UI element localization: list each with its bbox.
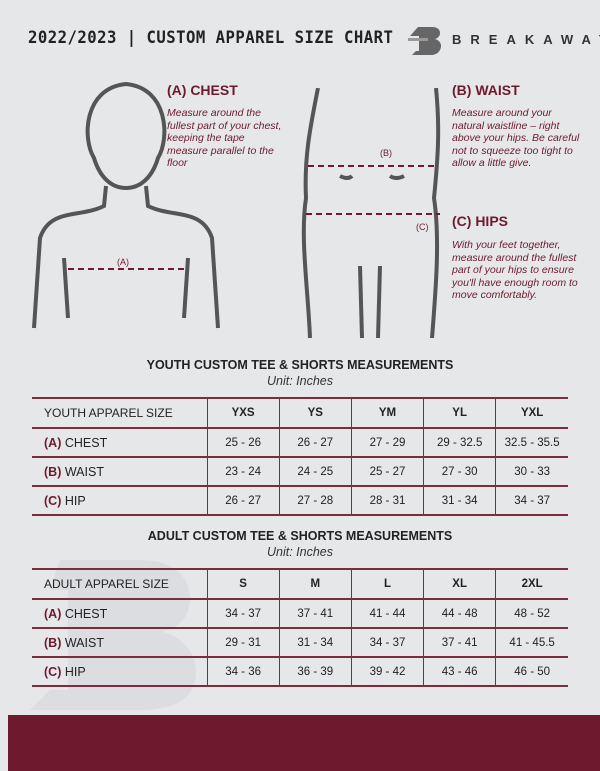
page-title: 2022/2023 | CUSTOM APPAREL SIZE CHART [28,28,394,48]
table-cell: 48 - 52 [495,599,568,629]
size-column-header: L [350,568,424,600]
table-cell: 32.5 - 35.5 [495,428,568,458]
chest-figure [32,81,220,329]
size-column-header: YS [278,397,352,429]
row-label: (B) WAIST [32,628,207,658]
row-name: WAIST [64,635,104,650]
table-cell: 36 - 39 [278,657,352,687]
table-cell: 44 - 48 [423,599,496,629]
size-column-header: M [278,568,352,600]
hips-heading: (C) HIPS [452,213,508,229]
size-header: ADULT APPAREL SIZE [32,568,207,600]
table-cell: 26 - 27 [278,428,352,458]
waist-heading: (B) WAIST [452,82,520,98]
table-cell: 41 - 45.5 [495,628,568,658]
footer-band [8,715,600,771]
row-name: HIP [64,493,86,508]
youth-size-table: YOUTH APPAREL SIZE YXS YS YM YL YXL (A) CHEST 2… [32,397,568,516]
chest-instructions: Measure around the fullest part of your … [167,107,282,169]
table-cell: 43 - 46 [423,657,496,687]
table-cell: 34 - 37 [206,599,280,629]
brand-name: BREAKAWAY [452,32,600,47]
table-cell: 31 - 34 [278,628,352,658]
youth-unit: Unit: Inches [266,374,333,388]
chest-heading: (A) CHEST [167,82,238,98]
table-cell: 26 - 27 [206,486,280,516]
table-cell: 23 - 24 [206,457,280,487]
table-row: (B) WAIST 29 - 31 31 - 34 34 - 37 37 - 41 41 … [32,628,568,658]
hips-instructions: With your feet together, measure around … [452,239,578,301]
row-label: (C) HIP [32,657,207,687]
table-cell: 37 - 41 [423,628,496,658]
waist-marker: (B) [380,148,392,158]
table-cell: 25 - 27 [350,457,424,487]
table-row: (C) HIP 26 - 27 27 - 28 28 - 31 31 - 34 34 - … [32,486,568,516]
youth-table-title: YOUTH CUSTOM TEE & SHORTS MEASUREMENTS [146,358,454,372]
table-row: (A) CHEST 25 - 26 26 - 27 27 - 29 29 - 32.5 3… [32,428,568,458]
size-column-header: S [206,568,280,600]
size-column-header: YXS [206,397,280,429]
table-cell: 46 - 50 [495,657,568,687]
table-cell: 28 - 31 [350,486,424,516]
table-row: (A) CHEST 34 - 37 37 - 41 41 - 44 44 - 48 48 … [32,599,568,629]
table-cell: 29 - 32.5 [423,428,496,458]
row-label: (C) HIP [32,486,207,516]
table-cell: 24 - 25 [278,457,352,487]
table-cell: 29 - 31 [206,628,280,658]
adult-table-title: ADULT CUSTOM TEE & SHORTS MEASUREMENTS [147,529,453,543]
table-cell: 27 - 29 [350,428,424,458]
table-cell: 27 - 30 [423,457,496,487]
row-code: (B) [44,635,62,650]
row-name: HIP [64,664,86,679]
row-label: (A) CHEST [32,599,207,629]
table-cell: 39 - 42 [350,657,424,687]
table-header-row: YOUTH APPAREL SIZE YXS YS YM YL YXL [32,397,568,429]
row-code: (C) [44,664,62,679]
size-header: YOUTH APPAREL SIZE [32,397,207,429]
row-code: (B) [44,464,62,479]
waist-hips-figure [301,88,441,338]
table-cell: 27 - 28 [278,486,352,516]
table-cell: 31 - 34 [423,486,496,516]
row-name: CHEST [64,435,108,450]
row-name: WAIST [64,464,104,479]
breakaway-logo-icon [408,27,441,55]
table-cell: 37 - 41 [278,599,352,629]
table-cell: 34 - 36 [206,657,280,687]
table-row: (B) WAIST 23 - 24 24 - 25 25 - 27 27 - 30 30 … [32,457,568,487]
adult-size-table: ADULT APPAREL SIZE S M L XL 2XL (A) CHEST 34 - … [32,568,568,687]
table-cell: 41 - 44 [350,599,424,629]
row-code: (A) [44,606,62,621]
chest-marker: (A) [117,257,129,267]
table-cell: 30 - 33 [495,457,568,487]
size-column-header: XL [423,568,496,600]
row-name: CHEST [64,606,108,621]
row-label: (B) WAIST [32,457,207,487]
size-column-header: YL [423,397,496,429]
size-column-header: YXL [495,397,568,429]
table-row: (C) HIP 34 - 36 36 - 39 39 - 42 43 - 46 46 - … [32,657,568,687]
table-cell: 25 - 26 [206,428,280,458]
size-column-header: 2XL [495,568,568,600]
table-header-row: ADULT APPAREL SIZE S M L XL 2XL [32,568,568,600]
row-code: (A) [44,435,62,450]
row-label: (A) CHEST [32,428,207,458]
row-code: (C) [44,493,62,508]
table-cell: 34 - 37 [495,486,568,516]
waist-instructions: Measure around your natural waistline – … [452,107,580,169]
size-column-header: YM [350,397,424,429]
adult-unit: Unit: Inches [266,545,333,559]
table-cell: 34 - 37 [350,628,424,658]
hips-marker: (C) [416,222,429,232]
